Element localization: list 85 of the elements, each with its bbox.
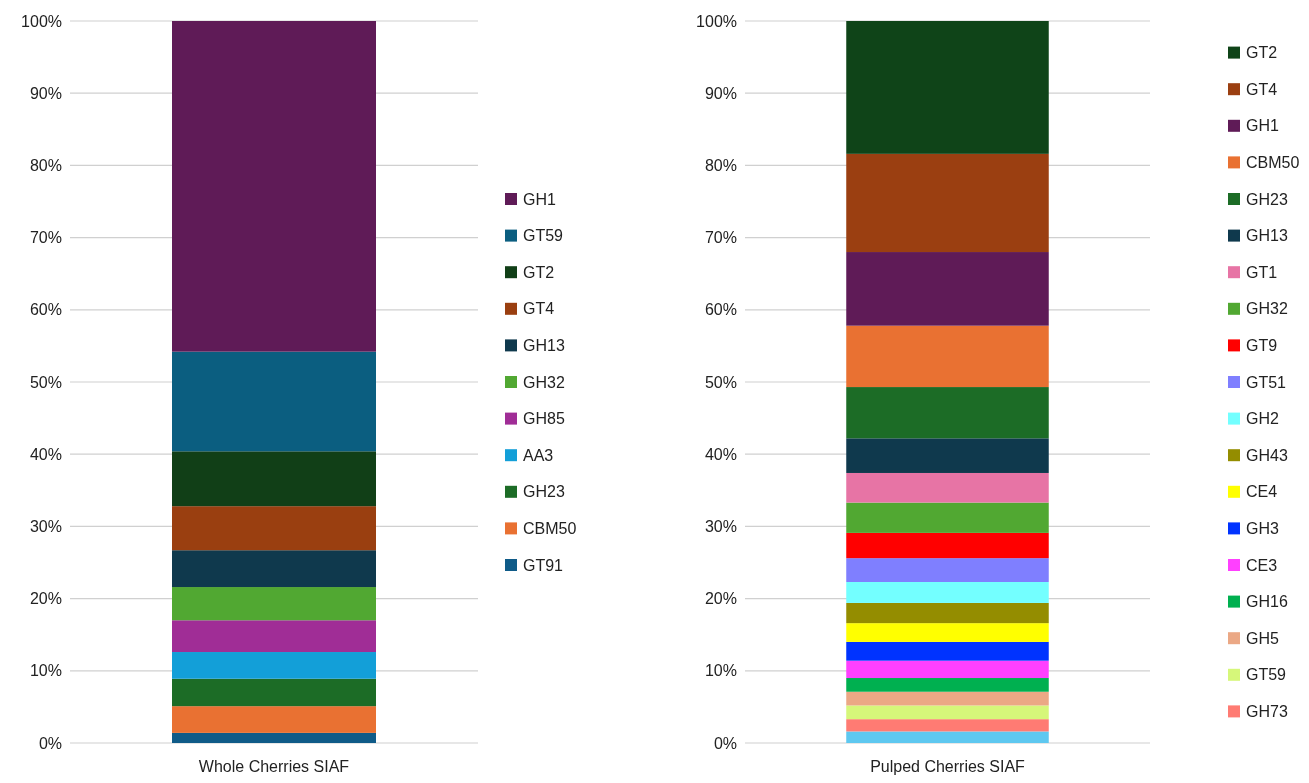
legend-label: GT91 xyxy=(523,556,564,574)
x-tick-label: Whole Cherries SIAF xyxy=(198,758,350,775)
bar xyxy=(172,587,376,621)
y-tick-label: 70% xyxy=(704,229,737,247)
bar xyxy=(846,731,1049,743)
bar xyxy=(846,252,1049,326)
bar xyxy=(846,641,1049,661)
legend-label: CE3 xyxy=(1246,556,1278,574)
legend-label: GH13 xyxy=(523,337,565,354)
legend-label: GH32 xyxy=(523,373,565,391)
legend-label: GT9 xyxy=(1246,337,1278,354)
y-tick-label: 90% xyxy=(29,84,62,102)
legend-label: CBM50 xyxy=(523,520,577,537)
y-tick-label: 50% xyxy=(704,373,737,391)
legend-label: GH3 xyxy=(1246,520,1279,537)
bar xyxy=(846,602,1049,624)
x-tick-label: Pulped Cherries SIAF xyxy=(870,758,1026,775)
legend-label: GH43 xyxy=(1246,446,1288,464)
legend-label: GT4 xyxy=(523,300,555,318)
y-tick-label: 80% xyxy=(29,157,62,174)
y-tick-label: 100% xyxy=(696,12,737,30)
y-tick-label: 10% xyxy=(29,662,62,680)
legend-label: GH16 xyxy=(1246,593,1288,611)
bar xyxy=(846,558,1049,582)
bar xyxy=(846,581,1049,603)
bar xyxy=(846,325,1049,388)
legend-label: GH32 xyxy=(1246,300,1288,318)
legend-label: GH1 xyxy=(523,190,556,208)
legend-label: GT59 xyxy=(523,227,564,245)
legend-label: GT1 xyxy=(1246,263,1278,281)
y-tick-label: 20% xyxy=(29,590,62,608)
legend-label: GH5 xyxy=(1246,629,1279,647)
y-tick-label: 70% xyxy=(29,229,62,247)
legend-label: GT4 xyxy=(1246,80,1278,98)
bar xyxy=(172,706,376,733)
legend-label: AA3 xyxy=(523,446,554,464)
bar xyxy=(846,532,1049,559)
bar xyxy=(846,472,1049,503)
bar xyxy=(846,660,1049,679)
y-tick-label: 20% xyxy=(704,590,737,608)
y-tick-label: 60% xyxy=(29,301,62,319)
bar xyxy=(846,153,1049,253)
bar xyxy=(846,678,1049,692)
y-tick-label: 40% xyxy=(704,445,737,463)
bar xyxy=(846,387,1049,439)
legend-label: GH23 xyxy=(523,483,565,501)
y-tick-label: 60% xyxy=(704,301,737,319)
legend-label: CE4 xyxy=(1246,483,1278,501)
y-tick-label: 0% xyxy=(713,734,737,752)
bar xyxy=(846,502,1049,533)
bar xyxy=(172,550,376,588)
legend-label: GT2 xyxy=(1246,44,1278,62)
legend-label: GH1 xyxy=(1246,117,1279,135)
y-tick-label: 0% xyxy=(38,734,62,752)
y-tick-label: 80% xyxy=(704,157,737,174)
legend-label: GH85 xyxy=(523,410,565,428)
legend-label: CBM50 xyxy=(1246,154,1300,171)
bar xyxy=(846,623,1049,642)
legend-label: GH73 xyxy=(1246,703,1288,720)
bar xyxy=(172,732,376,743)
bar xyxy=(846,21,1049,154)
y-tick-label: 30% xyxy=(29,518,62,535)
legend-label: GT59 xyxy=(1246,666,1287,684)
legend-label: GH13 xyxy=(1246,227,1288,245)
bar xyxy=(172,620,376,653)
bar xyxy=(172,678,376,707)
y-tick-label: 90% xyxy=(704,84,737,102)
bar xyxy=(172,451,376,507)
bar xyxy=(846,438,1049,473)
bar xyxy=(846,719,1049,732)
bar xyxy=(846,691,1049,706)
bar xyxy=(172,506,376,551)
bar xyxy=(172,351,376,452)
legend-label: GT51 xyxy=(1246,373,1287,391)
y-tick-label: 40% xyxy=(29,445,62,463)
bar xyxy=(172,21,376,352)
y-tick-label: 100% xyxy=(21,12,62,30)
y-tick-label: 50% xyxy=(29,373,62,391)
y-tick-label: 30% xyxy=(704,518,737,535)
legend-label: GH23 xyxy=(1246,190,1288,208)
legend-label: GH2 xyxy=(1246,410,1279,428)
bar xyxy=(846,705,1049,720)
y-tick-label: 10% xyxy=(704,662,737,680)
bar xyxy=(172,652,376,679)
legend-label: GT2 xyxy=(523,263,555,281)
